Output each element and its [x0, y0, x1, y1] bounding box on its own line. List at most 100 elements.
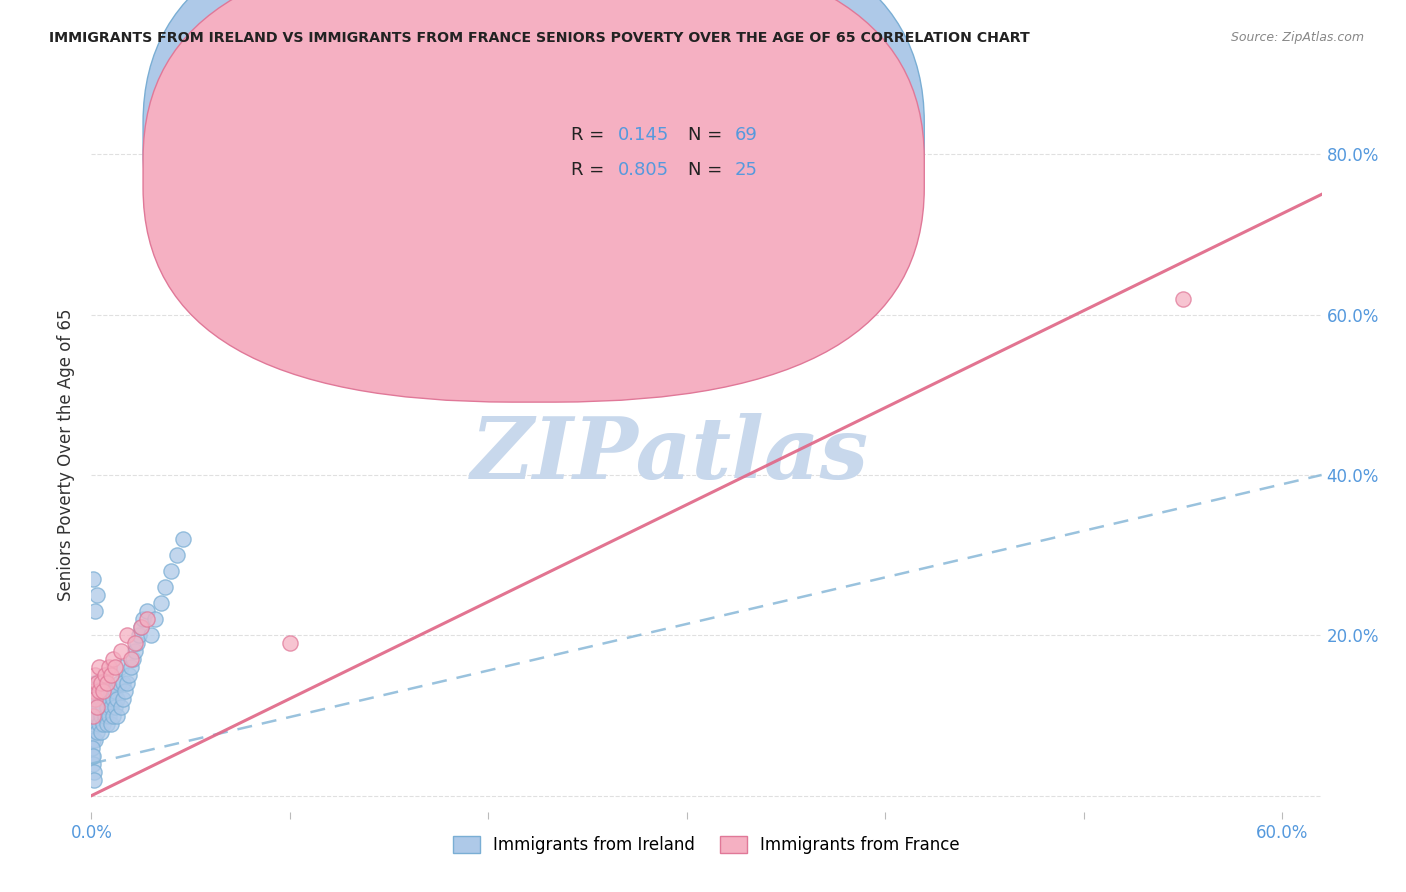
Point [129, 620, 152, 634]
Point [129, 620, 152, 634]
Point [104, 700, 127, 714]
Point [91, 684, 114, 698]
Point [82, 740, 104, 755]
Text: ZIPatlas: ZIPatlas [471, 413, 869, 497]
Point [108, 676, 131, 690]
Point [82, 700, 104, 714]
Point [110, 644, 132, 658]
Point [110, 700, 132, 714]
Point [82, 756, 104, 771]
Point [118, 668, 141, 682]
Text: R =: R = [571, 161, 610, 179]
Point [94, 708, 117, 723]
Text: N =: N = [688, 161, 728, 179]
Point [82, 748, 104, 763]
Point [84, 708, 107, 723]
Point [132, 612, 155, 626]
Point [149, 596, 172, 610]
Point [96, 716, 118, 731]
Point [89, 660, 111, 674]
Point [90, 724, 112, 739]
Point [96, 676, 118, 690]
Point [86, 676, 108, 690]
Point [86, 724, 108, 739]
Point [89, 684, 111, 698]
Y-axis label: Seniors Poverty Over the Age of 65: Seniors Poverty Over the Age of 65 [58, 309, 76, 601]
Point [103, 652, 125, 666]
Point [115, 676, 138, 690]
Point [114, 684, 136, 698]
Text: R =: R = [571, 127, 610, 145]
Point [86, 588, 108, 602]
Point [278, 636, 301, 650]
Point [120, 652, 142, 666]
Point [103, 692, 125, 706]
Point [82, 732, 104, 747]
Point [83, 772, 105, 787]
Text: IMMIGRANTS FROM IRELAND VS IMMIGRANTS FROM FRANCE SENIORS POVERTY OVER THE AGE O: IMMIGRANTS FROM IRELAND VS IMMIGRANTS FR… [49, 31, 1031, 45]
Point [84, 676, 107, 690]
Point [136, 612, 159, 626]
Point [89, 716, 111, 731]
Point [153, 580, 176, 594]
Point [110, 660, 132, 674]
Point [105, 708, 128, 723]
Text: 69: 69 [735, 127, 758, 145]
Point [128, 628, 150, 642]
Point [103, 708, 125, 723]
Point [100, 716, 122, 731]
Point [83, 764, 105, 779]
Point [122, 652, 145, 666]
Text: 0.805: 0.805 [617, 161, 669, 179]
Point [124, 644, 146, 658]
Point [96, 700, 118, 714]
Point [104, 660, 127, 674]
Point [159, 564, 181, 578]
Point [89, 684, 111, 698]
Point [1171, 292, 1194, 306]
FancyBboxPatch shape [491, 107, 835, 207]
Point [125, 636, 148, 650]
Point [616, 244, 638, 258]
Point [82, 572, 104, 586]
Point [86, 700, 108, 714]
Point [89, 700, 111, 714]
Point [86, 708, 108, 723]
Point [115, 628, 138, 642]
Point [120, 660, 142, 674]
Point [98, 708, 121, 723]
Text: Source: ZipAtlas.com: Source: ZipAtlas.com [1230, 31, 1364, 45]
Point [139, 628, 162, 642]
Point [98, 692, 121, 706]
Point [112, 676, 135, 690]
Point [82, 716, 104, 731]
Point [82, 748, 104, 763]
Point [136, 604, 159, 618]
Point [96, 684, 118, 698]
Text: N =: N = [688, 127, 728, 145]
Point [86, 692, 108, 706]
Point [166, 548, 188, 562]
Point [94, 668, 117, 682]
Legend: Immigrants from Ireland, Immigrants from France: Immigrants from Ireland, Immigrants from… [447, 829, 966, 861]
Point [90, 708, 112, 723]
Text: 0.145: 0.145 [617, 127, 669, 145]
Point [84, 604, 107, 618]
Point [94, 692, 117, 706]
Point [98, 660, 121, 674]
Point [86, 676, 108, 690]
Point [90, 676, 112, 690]
Point [100, 684, 122, 698]
Point [84, 668, 107, 682]
Point [82, 684, 104, 698]
Text: 25: 25 [735, 161, 758, 179]
FancyBboxPatch shape [143, 0, 924, 402]
Point [84, 692, 107, 706]
FancyBboxPatch shape [143, 0, 924, 367]
Point [91, 684, 114, 698]
Point [82, 708, 104, 723]
Point [124, 636, 146, 650]
Point [100, 700, 122, 714]
Point [94, 676, 117, 690]
Point [91, 716, 114, 731]
